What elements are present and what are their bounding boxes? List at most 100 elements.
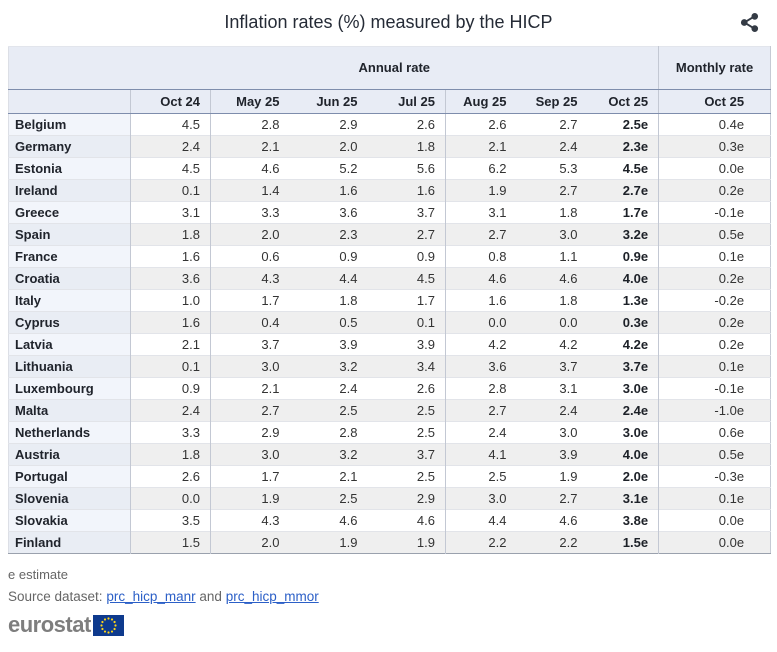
annual-value: 3.9	[367, 333, 446, 356]
annual-value: 1.9	[210, 487, 290, 510]
page-title: Inflation rates (%) measured by the HICP	[224, 12, 553, 32]
month-column-header: May 25	[210, 89, 290, 114]
annual-value: 2.7	[210, 399, 290, 422]
latest-estimate-value: 4.2e	[587, 333, 659, 356]
annual-value: 2.4	[289, 377, 368, 400]
source-conjunction: and	[199, 589, 222, 604]
country-label: Austria	[8, 443, 131, 466]
month-column-header: Jul 25	[367, 89, 446, 114]
monthly-value: -0.2e	[658, 289, 771, 312]
annual-value: 1.8	[289, 289, 368, 312]
table-row: Estonia 4.5 4.6 5.2 5.6 6.2 5.3 4.5e 0.0e	[8, 157, 771, 180]
table-row: Slovenia 0.0 1.9 2.5 2.9 3.0 2.7 3.1e 0.1e	[8, 487, 771, 510]
annual-value: 2.5	[367, 465, 446, 488]
annual-value: 1.9	[516, 465, 588, 488]
country-label: Netherlands	[8, 421, 131, 444]
source-line: Source dataset: prc_hicp_manr and prc_hi…	[8, 589, 777, 604]
annual-value: 1.6	[289, 179, 368, 202]
annual-value: 2.8	[289, 421, 368, 444]
annual-value: 1.8	[367, 135, 446, 158]
annual-value: 4.5	[367, 267, 446, 290]
table-row: Spain 1.8 2.0 2.3 2.7 2.7 3.0 3.2e 0.5e	[8, 223, 771, 246]
country-label: Cyprus	[8, 311, 131, 334]
annual-value: 4.6	[289, 509, 368, 532]
latest-estimate-value: 3.0e	[587, 421, 659, 444]
annual-value: 0.8	[445, 245, 517, 268]
latest-estimate-value: 4.0e	[587, 443, 659, 466]
annual-value: 4.2	[516, 333, 588, 356]
table-row: Luxembourg 0.9 2.1 2.4 2.6 2.8 3.1 3.0e -0.1e	[8, 377, 771, 400]
table-row: Austria 1.8 3.0 3.2 3.7 4.1 3.9 4.0e 0.5e	[8, 443, 771, 466]
annual-value: 4.4	[289, 267, 368, 290]
annual-value: 4.6	[516, 509, 588, 532]
annual-value: 2.6	[130, 465, 211, 488]
annual-value: 4.3	[210, 509, 290, 532]
annual-value: 2.7	[445, 223, 517, 246]
dataset-link-manr[interactable]: prc_hicp_manr	[106, 589, 196, 604]
latest-estimate-value: 2.7e	[587, 179, 659, 202]
latest-estimate-value: 2.4e	[587, 399, 659, 422]
annual-value: 4.1	[445, 443, 517, 466]
annual-value: 2.4	[516, 135, 588, 158]
country-label: Latvia	[8, 333, 131, 356]
country-label: Estonia	[8, 157, 131, 180]
annual-value: 1.8	[516, 201, 588, 224]
monthly-value: 0.0e	[658, 509, 771, 532]
country-label: Portugal	[8, 465, 131, 488]
annual-value: 2.9	[210, 421, 290, 444]
group-header-row: Annual rate Monthly rate	[8, 46, 771, 90]
dataset-link-mmor[interactable]: prc_hicp_mmor	[225, 589, 319, 604]
table-row: Greece 3.1 3.3 3.6 3.7 3.1 1.8 1.7e -0.1e	[8, 201, 771, 224]
annual-value: 5.2	[289, 157, 368, 180]
annual-value: 1.8	[516, 289, 588, 312]
latest-estimate-value: 2.3e	[587, 135, 659, 158]
annual-value: 4.2	[445, 333, 517, 356]
annual-value: 1.9	[289, 531, 368, 554]
annual-value: 2.7	[445, 399, 517, 422]
annual-value: 2.6	[367, 113, 446, 136]
annual-value: 3.3	[210, 201, 290, 224]
annual-value: 3.0	[210, 443, 290, 466]
annual-value: 5.3	[516, 157, 588, 180]
annual-value: 1.6	[445, 289, 517, 312]
latest-estimate-value: 0.9e	[587, 245, 659, 268]
annual-value: 3.7	[367, 443, 446, 466]
month-column-header: Aug 25	[445, 89, 517, 114]
eurostat-logo-text: eurostat	[8, 612, 91, 637]
annual-value: 2.7	[516, 179, 588, 202]
country-label: Italy	[8, 289, 131, 312]
month-column-header: Oct 25	[587, 89, 659, 114]
annual-value: 3.6	[289, 201, 368, 224]
annual-value: 0.1	[130, 179, 211, 202]
annual-value: 3.6	[445, 355, 517, 378]
table-row: Ireland 0.1 1.4 1.6 1.6 1.9 2.7 2.7e 0.2e	[8, 179, 771, 202]
annual-value: 2.0	[289, 135, 368, 158]
annual-value: 0.9	[289, 245, 368, 268]
annual-value: 4.3	[210, 267, 290, 290]
annual-value: 2.8	[210, 113, 290, 136]
monthly-value: 0.2e	[658, 333, 771, 356]
annual-value: 1.8	[130, 443, 211, 466]
annual-value: 0.1	[130, 355, 211, 378]
share-button[interactable]	[737, 10, 761, 34]
monthly-column-header: Oct 25	[658, 89, 771, 114]
annual-value: 3.0	[516, 421, 588, 444]
country-label: Spain	[8, 223, 131, 246]
annual-value: 1.8	[130, 223, 211, 246]
country-label: Lithuania	[8, 355, 131, 378]
latest-estimate-value: 3.0e	[587, 377, 659, 400]
annual-value: 4.6	[210, 157, 290, 180]
monthly-value: 0.0e	[658, 157, 771, 180]
table-row: Slovakia 3.5 4.3 4.6 4.6 4.4 4.6 3.8e 0.0e	[8, 509, 771, 532]
latest-estimate-value: 4.5e	[587, 157, 659, 180]
inflation-table: Annual rate Monthly rate Oct 24 May 25 Jun…	[8, 46, 772, 554]
annual-value: 0.1	[367, 311, 446, 334]
annual-value: 3.0	[516, 223, 588, 246]
annual-value: 2.8	[445, 377, 517, 400]
estimate-footnote: e estimate	[8, 567, 68, 582]
source-label: Source dataset:	[8, 589, 103, 604]
annual-value: 2.1	[289, 465, 368, 488]
annual-value: 3.0	[210, 355, 290, 378]
annual-value: 0.0	[445, 311, 517, 334]
annual-value: 2.7	[516, 113, 588, 136]
